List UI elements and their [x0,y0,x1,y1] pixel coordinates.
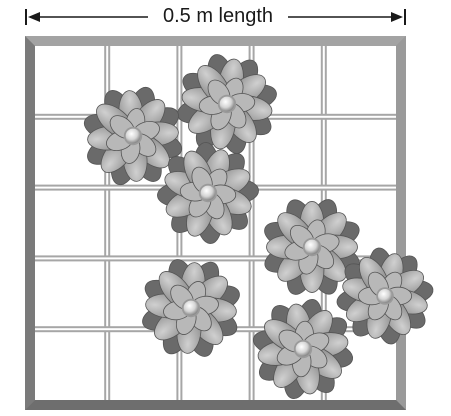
flower-icon [157,142,259,244]
grid-line-vertical [104,46,111,400]
flower-icon [142,259,240,357]
grid-line-vertical [248,46,255,400]
flower-icon [177,54,277,154]
dimension-label: 0.5 m length [148,3,288,29]
flower-icon [252,298,354,400]
flower-icon [83,86,183,186]
flower-layer [83,54,434,400]
grid-line-horizontal [35,255,396,262]
flower-icon [264,199,360,295]
flower-icon [336,247,434,345]
